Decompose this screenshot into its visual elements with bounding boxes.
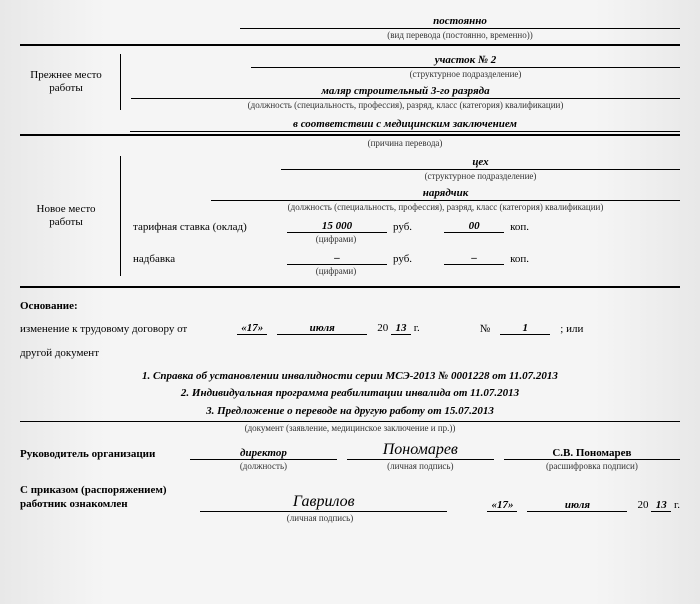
- ack-label-2: работник ознакомлен: [20, 498, 128, 510]
- rub-unit: руб.: [393, 221, 412, 233]
- reason-value: в соответствии с медицинским заключением: [130, 118, 680, 132]
- prev-label-1: Прежнее место: [30, 69, 102, 81]
- salary-caption: (цифрами): [286, 234, 386, 244]
- salary-rub: 15 000: [287, 220, 387, 233]
- head-sign-caption: (личная подпись): [347, 461, 494, 471]
- new-label-1: Новое место: [37, 203, 96, 215]
- kop-unit: коп.: [510, 221, 529, 233]
- ack-year-prefix: 20: [637, 499, 648, 511]
- ack-day: «17»: [487, 499, 517, 512]
- basis-line1: изменение к трудовому договору от: [20, 323, 187, 335]
- new-place: Новое место работы цех (структурное подр…: [20, 156, 680, 276]
- head-label: Руководитель организации: [20, 448, 180, 460]
- doc-caption: (документ (заявление, медицинское заключ…: [20, 423, 680, 433]
- basis-num: 1: [500, 322, 550, 335]
- bonus-kop: –: [444, 252, 504, 265]
- ack-signature: Гаврилов: [200, 493, 447, 512]
- head-name-caption: (расшифровка подписи): [504, 461, 680, 471]
- salary-label: тарифная ставка (оклад): [131, 221, 281, 233]
- new-label-2: работы: [49, 216, 83, 228]
- new-position-caption: (должность (специальность, профессия), р…: [211, 202, 680, 212]
- ack-sign-caption: (личная подпись): [190, 513, 450, 523]
- basis-section: Основание: изменение к трудовому договор…: [20, 300, 680, 433]
- vertical-bar: [120, 156, 121, 276]
- head-pos-caption: (должность): [190, 461, 337, 471]
- year-prefix: 20: [377, 322, 388, 334]
- head-position: директор: [190, 447, 337, 460]
- head-sign-row: Руководитель организации директор Понома…: [20, 441, 680, 460]
- previous-place: Прежнее место работы участок № 2 (структ…: [20, 54, 680, 110]
- bonus-label: надбавка: [131, 253, 281, 265]
- prev-position-caption: (должность (специальность, профессия), р…: [131, 100, 680, 110]
- bonus-rub: –: [287, 252, 387, 265]
- new-unit-caption: (структурное подразделение): [281, 171, 680, 181]
- salary-row: тарифная ставка (оклад) 15 000 руб. 00 к…: [131, 220, 680, 233]
- new-unit-value: цех: [281, 156, 680, 170]
- divider: [20, 286, 680, 288]
- ack-sign-row: С приказом (распоряжением) работник озна…: [20, 483, 680, 512]
- head-name: С.В. Пономарев: [504, 447, 680, 460]
- basis-title: Основание:: [20, 300, 680, 312]
- doc-1: 1. Справка об установлении инвалидности …: [20, 369, 680, 384]
- basis-day: «17»: [237, 322, 267, 335]
- divider: [20, 44, 680, 46]
- new-place-label: Новое место работы: [20, 156, 120, 276]
- rub-unit2: руб.: [393, 253, 412, 265]
- bonus-row: надбавка – руб. – коп.: [131, 252, 680, 265]
- num-label: №: [480, 323, 491, 335]
- transfer-type-value: постоянно: [240, 15, 680, 29]
- basis-month: июля: [277, 322, 367, 335]
- new-position-value: нарядчик: [211, 187, 680, 201]
- reason-caption: (причина перевода): [130, 138, 680, 148]
- divider: [20, 134, 680, 136]
- bonus-caption: (цифрами): [286, 266, 386, 276]
- kop-unit2: коп.: [510, 253, 529, 265]
- year-suffix: г.: [414, 322, 420, 334]
- doc-3: 3. Предложение о переводе на другую рабо…: [20, 404, 680, 422]
- ack-year: 13: [651, 499, 671, 512]
- previous-place-label: Прежнее место работы: [20, 54, 120, 110]
- basis-line2: другой документ: [20, 347, 680, 359]
- prev-label-2: работы: [49, 82, 83, 94]
- prev-unit-caption: (структурное подразделение): [251, 69, 680, 79]
- head-signature: Пономарев: [347, 441, 494, 460]
- basis-or: ; или: [560, 323, 583, 335]
- prev-position-value: маляр строительный 3-го разряда: [131, 85, 680, 99]
- transfer-type-caption: (вид перевода (постоянно, временно)): [240, 30, 680, 40]
- basis-year: 13: [391, 322, 411, 335]
- ack-month: июля: [527, 499, 627, 512]
- salary-kop: 00: [444, 220, 504, 233]
- transfer-type: постоянно (вид перевода (постоянно, врем…: [20, 15, 680, 40]
- ack-year-suffix: г.: [674, 499, 680, 511]
- prev-unit-value: участок № 2: [251, 54, 680, 68]
- ack-label-1: С приказом (распоряжением): [20, 484, 167, 496]
- doc-2: 2. Индивидуальная программа реабилитации…: [20, 386, 680, 401]
- vertical-bar: [120, 54, 121, 110]
